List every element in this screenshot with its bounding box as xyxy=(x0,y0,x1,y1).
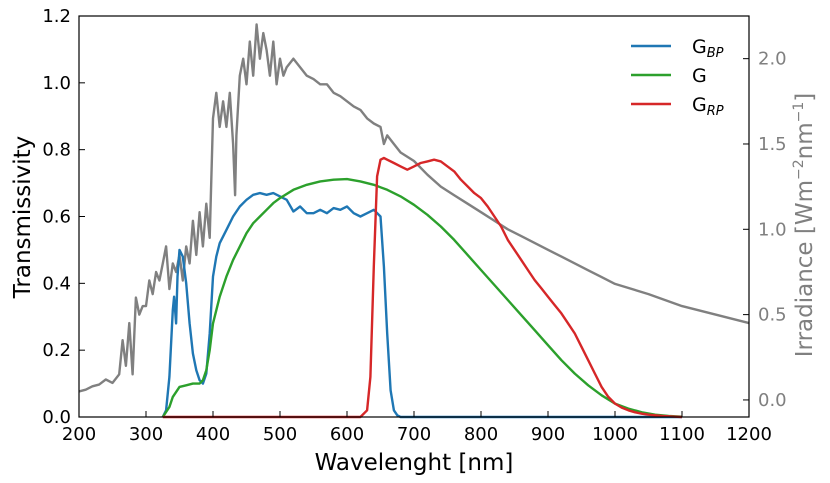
y2-tick-label: 0.5 xyxy=(758,305,787,326)
y-tick-label: 0.4 xyxy=(42,273,71,294)
y2-tick-label: 2.0 xyxy=(758,49,787,70)
y-tick-label: 0.6 xyxy=(42,207,71,228)
series-line-g-bp xyxy=(161,191,682,419)
x-tick-label: 1000 xyxy=(592,424,638,445)
x-axis-label: Wavelenght [nm] xyxy=(315,450,514,476)
y-tick-label: 1.2 xyxy=(42,6,71,27)
y2-label-exp2: −1 xyxy=(791,102,807,123)
y2-axis-label: Irradiance [Wm−2nm−1] xyxy=(791,93,818,358)
y2-tick-label: 0.0 xyxy=(758,390,787,411)
x-tick-label: 1200 xyxy=(726,424,772,445)
series-line-g-rp xyxy=(162,156,683,419)
plot-frame xyxy=(78,15,750,418)
x-tick-label: 200 xyxy=(62,424,96,445)
y2-label-mid: nm xyxy=(792,122,818,159)
y-tick-label: 0.2 xyxy=(42,340,71,361)
x-tick-label: 900 xyxy=(531,424,565,445)
y2-tick-label: 1.0 xyxy=(758,219,787,240)
x-tick-label: 500 xyxy=(263,424,297,445)
y2-label-exp1: −2 xyxy=(791,159,807,180)
legend-item-g-label: G xyxy=(692,65,707,87)
x-tick-label: 600 xyxy=(330,424,364,445)
y2-label-prefix: Irradiance [Wm xyxy=(792,180,818,357)
y-axis-label: Transmissivity xyxy=(10,136,36,300)
x-tick-label: 800 xyxy=(464,424,498,445)
legend-item-g-rp-label: GRP xyxy=(692,94,724,119)
y-tick-label: 0.0 xyxy=(42,407,71,428)
tick-layer: 200 300 400 500 600 700 800 900 1000 1100 1200 0.0 0… xyxy=(42,6,786,445)
y2-tick-label: 1.5 xyxy=(758,134,787,155)
x-tick-label: 400 xyxy=(196,424,230,445)
y2-label-suffix: ] xyxy=(792,93,818,102)
x-tick-label: 1100 xyxy=(659,424,705,445)
plot-area xyxy=(79,16,749,417)
series-layer xyxy=(78,23,750,419)
y-tick-label: 0.8 xyxy=(42,140,71,161)
legend: GBP G GRP xyxy=(631,36,724,119)
legend-item-g-bp-label: GBP xyxy=(692,36,724,61)
y-tick-label: 1.0 xyxy=(42,73,71,94)
irradiance-line xyxy=(78,23,750,393)
x-tick-label: 700 xyxy=(397,424,431,445)
x-tick-label: 300 xyxy=(129,424,163,445)
series-line-g xyxy=(161,177,683,418)
